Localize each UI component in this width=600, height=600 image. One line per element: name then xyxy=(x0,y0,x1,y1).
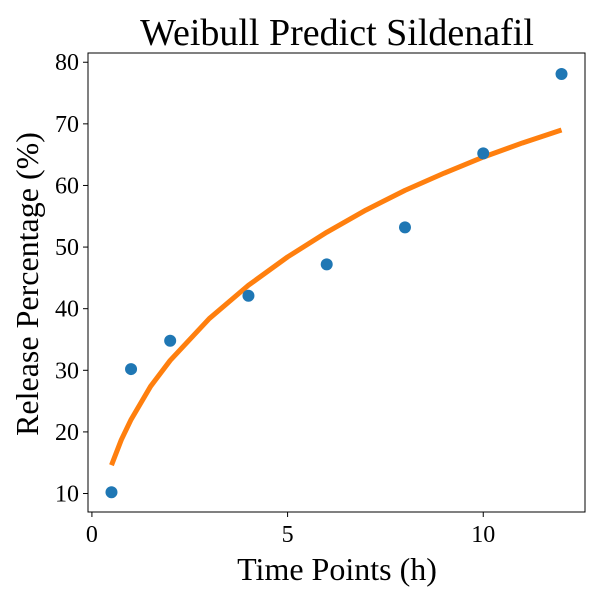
plot-frame xyxy=(87,52,586,513)
data-point xyxy=(164,334,177,347)
data-point xyxy=(320,258,333,271)
x-axis-ticks: 0 5 10 xyxy=(86,512,495,548)
y-tick-label: 60 xyxy=(55,173,79,199)
data-point xyxy=(105,486,118,499)
data-point xyxy=(242,289,255,302)
data-series xyxy=(105,67,568,499)
x-tick-label: 10 xyxy=(471,522,495,548)
x-axis-label: Time Points (h) xyxy=(237,551,437,587)
weibull-fit-line xyxy=(109,127,563,467)
y-axis-label: Release Percentage (%) xyxy=(9,132,45,436)
data-point xyxy=(398,221,411,234)
data-point xyxy=(125,363,138,376)
chart-title: Weibull Predict Sildenafil xyxy=(140,12,534,54)
y-tick-label: 50 xyxy=(55,235,79,261)
y-tick-label: 30 xyxy=(55,358,79,384)
x-tick-label: 5 xyxy=(282,522,294,548)
y-tick-label: 10 xyxy=(55,482,79,508)
data-point xyxy=(477,147,490,160)
y-tick-label: 20 xyxy=(55,420,79,446)
data-point xyxy=(555,67,568,80)
plot-axes xyxy=(87,52,586,513)
y-tick-label: 40 xyxy=(55,297,79,323)
x-tick-label: 0 xyxy=(86,522,98,548)
y-tick-label: 70 xyxy=(55,112,79,138)
y-tick-label: 80 xyxy=(55,50,79,76)
y-axis-ticks: 10 20 30 40 50 60 70 80 xyxy=(55,50,88,508)
